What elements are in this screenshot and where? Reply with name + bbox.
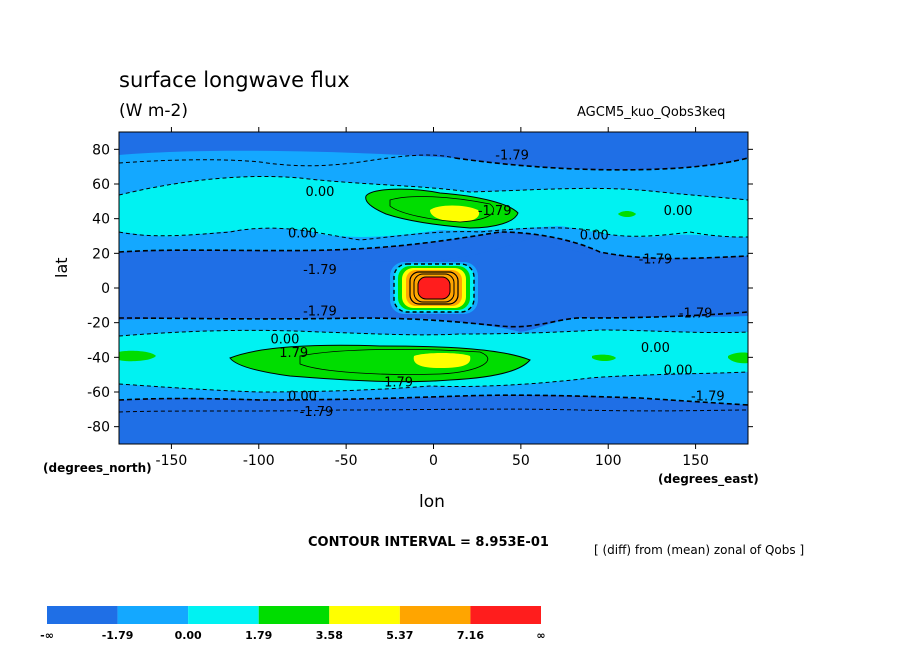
contour-north-pos-2: [389, 196, 495, 223]
x-tick-label: -100: [243, 453, 275, 469]
y-tick-label: 40: [92, 212, 110, 228]
contour-north-neg-2: [119, 231, 748, 260]
x-tick-label: 0: [429, 453, 438, 469]
x-axis-label: lon: [419, 492, 445, 512]
y-tick-label: -60: [87, 385, 110, 401]
colorbar-level-label: 5.37: [386, 629, 413, 642]
contour-north-neg-arctic: [119, 154, 456, 167]
colorbar-swatch: [47, 606, 118, 624]
region-south-max-core: [413, 353, 471, 368]
colorbar-level-label: ∞: [536, 629, 545, 642]
colorbar-swatch: [188, 606, 259, 624]
filled-contours: [119, 132, 748, 444]
contour-north-neg-1: [454, 157, 748, 171]
contour-label: -1.79: [495, 149, 529, 164]
x-axis-unit-note: (degrees_east): [658, 472, 759, 486]
contour-label: 0.00: [271, 332, 300, 347]
colorbar-level-label: -∞: [40, 629, 54, 642]
contour-south-zero: [119, 329, 748, 337]
contour-label: -1.79: [478, 204, 512, 219]
colorbar: -∞ -1.79 0.00 1.79 3.58 5.37 7.16 ∞: [40, 606, 546, 642]
y-axis-unit-note: (degrees_north): [43, 461, 152, 475]
run-id: AGCM5_kuo_Qobs3keq: [577, 105, 726, 120]
contour-label: 0.00: [288, 389, 317, 404]
anomaly-contour-outer: [393, 263, 475, 313]
region-south-right-green-1: [592, 354, 616, 361]
y-tick-label: 0: [101, 281, 110, 297]
y-tick-label: -40: [87, 350, 110, 366]
colorbar-level-label: 0.00: [175, 629, 202, 642]
colorbar-level-label: 1.79: [245, 629, 272, 642]
contour-south-neg-antarctic: [119, 408, 748, 413]
x-axis: -150 -100 -50 0 50 100 150: [156, 127, 709, 469]
y-tick-label: -20: [87, 316, 110, 332]
contour-interval: CONTOUR INTERVAL = 8.953E-01: [308, 535, 549, 550]
chart-units: (W m-2): [119, 101, 188, 121]
contour-label: 0.00: [580, 228, 609, 243]
contour-label: -1.79: [303, 263, 337, 278]
y-axis: 80 60 40 20 0 -20 -40 -60 -80: [87, 142, 753, 436]
contour-label: -1.79: [639, 253, 673, 268]
contour-label: 0.00: [305, 185, 334, 200]
anomaly-contour-2: [413, 273, 455, 303]
anomaly-contour-1: [409, 271, 459, 305]
contour-north-zero: [119, 176, 748, 201]
contour-label: -1.79: [691, 389, 725, 404]
contour-south-pos: [229, 344, 531, 383]
colorbar-level-label: 7.16: [457, 629, 484, 642]
contour-labels: -1.790.00-1.79 0.000.00 0.00-1.79-1.79-1.7…: [271, 149, 725, 421]
colorbar-swatch: [470, 606, 541, 624]
x-tick-label: 50: [512, 453, 530, 469]
colorbar-swatch: [258, 606, 330, 624]
contour-south-zero-2: [119, 371, 748, 393]
contour-label: 0.00: [664, 204, 693, 219]
region-north-max-core: [430, 205, 480, 222]
colorbar-swatch: [117, 606, 189, 624]
y-tick-label: 60: [92, 177, 110, 193]
contour-north-zero-2: [119, 227, 748, 241]
y-tick-label: 20: [92, 246, 110, 262]
x-tick-label: 100: [595, 453, 622, 469]
equatorial-anomaly: [390, 262, 478, 314]
y-tick-label: 80: [92, 142, 110, 158]
region-south-right-green-2: [728, 352, 748, 364]
contour-label: -1.79: [300, 405, 334, 420]
contour-label: -1.79: [679, 306, 713, 321]
contour-label: 0.00: [664, 363, 693, 378]
contour-label: 0.00: [641, 341, 670, 356]
anomaly-core: [418, 277, 450, 299]
x-tick-label: 150: [682, 453, 709, 469]
region-north-small-green: [618, 211, 636, 217]
colorbar-level-label: -1.79: [102, 629, 134, 642]
contour-south-neg-1: [119, 311, 748, 328]
contour-lines: [119, 154, 748, 413]
contour-label: -1.79: [303, 305, 337, 320]
x-tick-label: -150: [156, 453, 188, 469]
colorbar-level-label: 3.58: [316, 629, 343, 642]
contour-label: 1.79: [279, 346, 308, 361]
contour-south-neg-2: [119, 394, 748, 406]
contour-label: 0.00: [288, 227, 317, 242]
contour-north-pos: [365, 188, 519, 229]
colorbar-swatch: [399, 606, 471, 624]
contour-south-pos-2: [299, 348, 489, 375]
y-tick-label: -80: [87, 420, 110, 436]
chart-title: surface longwave flux: [119, 68, 350, 92]
field-description: [ (diff) from (mean) zonal of Qobs ]: [594, 543, 805, 557]
x-tick-label: -50: [335, 453, 358, 469]
colorbar-swatch: [329, 606, 400, 624]
anomaly-contour-3: [417, 276, 451, 300]
region-south-left-green: [119, 350, 156, 362]
contour-label: 1.79: [384, 376, 413, 391]
